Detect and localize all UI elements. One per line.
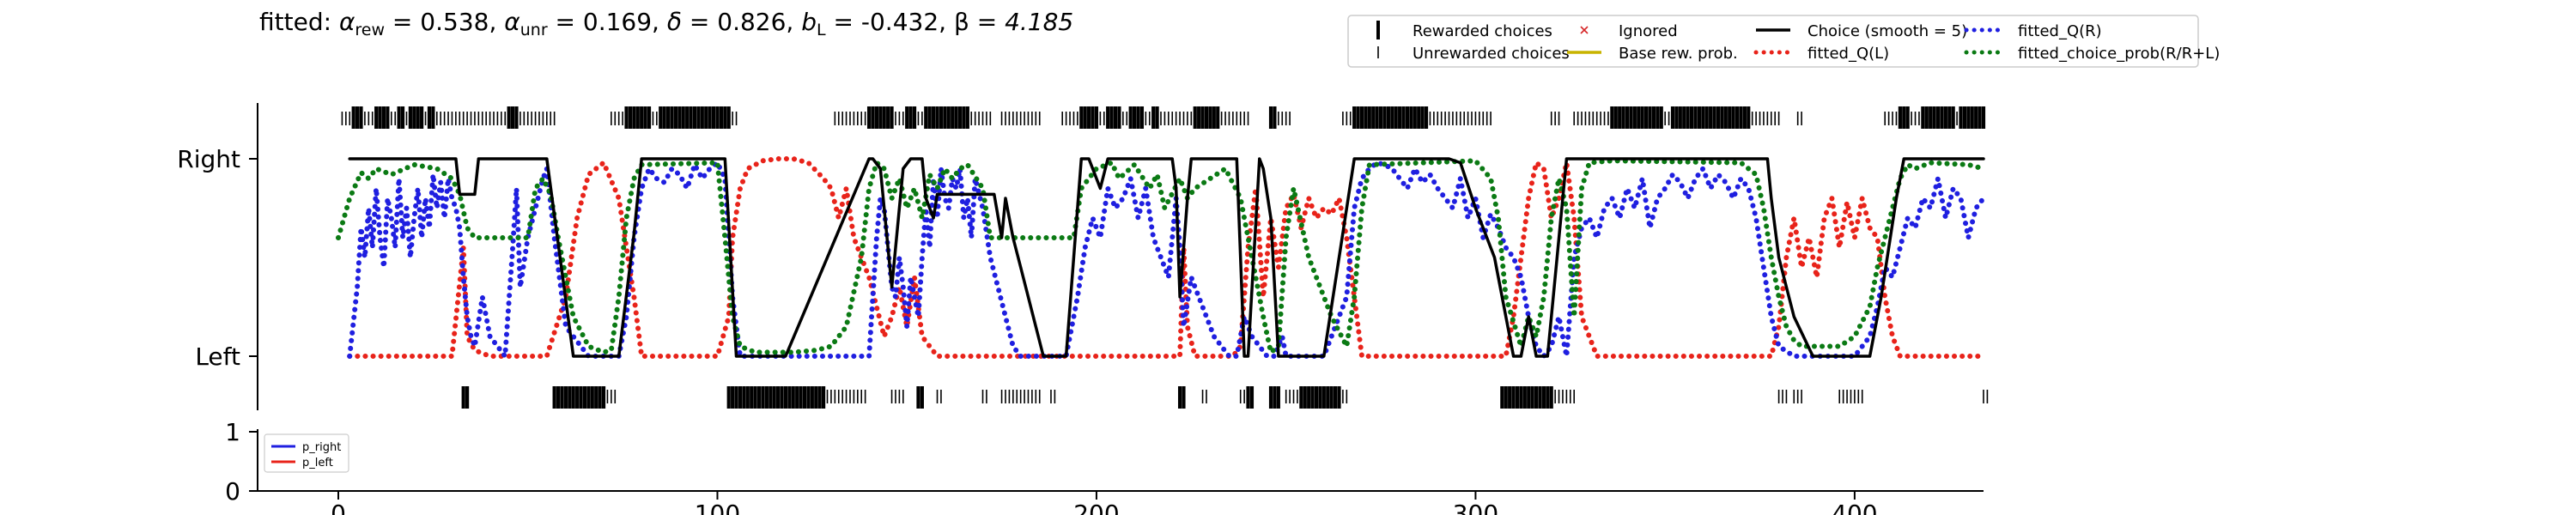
legend-label: fitted_choice_prob(R/R+L) [2018, 45, 2220, 63]
title-part: unr [520, 21, 548, 39]
title-part: b [801, 8, 817, 36]
probability-plot-axes: 1 0 0 100 200 300 400 p_right p_left [225, 418, 1984, 515]
series-layer [336, 156, 1986, 359]
title-part: = 0.538, [385, 8, 504, 36]
left-choice-raster [461, 386, 1989, 409]
rewarded-legend-entry: Rewarded choices [1376, 21, 1552, 40]
fitted-q-right-legend-entry: fitted_Q(R) [1964, 22, 2102, 40]
ytick-label-right: Right [177, 145, 240, 173]
title-part: = -0.432, [826, 8, 954, 36]
title-part: β [954, 8, 969, 36]
chart-title: fitted: αrew = 0.538, αunr = 0.169, δ = … [259, 8, 1073, 39]
right-choice-raster [341, 106, 1986, 129]
probability-legend: p_right p_left [264, 433, 349, 473]
ignored-legend-entry: Ignored [1580, 22, 1678, 40]
x-tick-label: 400 [1832, 500, 1877, 515]
title-part: = 0.169, [548, 8, 667, 36]
base-reward-legend-entry: Base rew. prob. [1567, 45, 1738, 63]
title-part: = 0.826, [682, 8, 801, 36]
legend-marker [1580, 26, 1589, 34]
title-part: L [817, 21, 826, 39]
x-tick-label: 100 [695, 500, 740, 515]
main-plot-axes: Right Left [177, 103, 258, 410]
p-right-legend-entry: p_right [271, 441, 341, 454]
fitted-q-left-legend-entry: fitted_Q(L) [1753, 45, 1889, 63]
title-part: fitted: [259, 8, 339, 36]
main-legend: Rewarded choices Unrewarded choices Ignore… [1347, 15, 2220, 68]
title-part: α [339, 8, 355, 36]
title-part: = 4.185 [969, 8, 1073, 36]
legend-label: fitted_Q(R) [2018, 22, 2102, 40]
choice-smooth-line [348, 157, 1985, 358]
title-part: rew [355, 21, 385, 39]
ytick-label-zero: 0 [225, 477, 240, 506]
x-tick-label: 300 [1453, 500, 1498, 515]
legend-label: Choice (smooth = 5) [1807, 22, 1967, 40]
choice-smooth-legend-entry: Choice (smooth = 5) [1756, 22, 1967, 40]
fitted-choice-prob-line [336, 158, 1986, 355]
legend-label: fitted_Q(L) [1807, 45, 1889, 63]
x-tick-label: 0 [331, 500, 346, 515]
title-part: α [504, 8, 520, 36]
unrewarded-legend-entry: Unrewarded choices [1377, 45, 1570, 63]
legend-label: p_right [302, 441, 341, 454]
legend-label: p_left [302, 457, 333, 470]
legend-label: Ignored [1619, 22, 1678, 40]
title-part: δ [667, 8, 682, 36]
legend-label: Unrewarded choices [1413, 45, 1570, 63]
p-left-legend-entry: p_left [271, 457, 333, 470]
ytick-label-one: 1 [225, 418, 240, 446]
x-ticks: 0 100 200 300 400 [331, 491, 1878, 515]
main-legend-frame [1347, 15, 2199, 68]
x-tick-label: 200 [1073, 500, 1119, 515]
fitted-choice-prob-legend-entry: fitted_choice_prob(R/R+L) [1964, 45, 2220, 63]
legend-label: Base rew. prob. [1619, 45, 1738, 63]
fitted-q-right-line [347, 160, 1986, 359]
ytick-label-left: Left [195, 342, 240, 371]
legend-label: Rewarded choices [1413, 22, 1552, 40]
